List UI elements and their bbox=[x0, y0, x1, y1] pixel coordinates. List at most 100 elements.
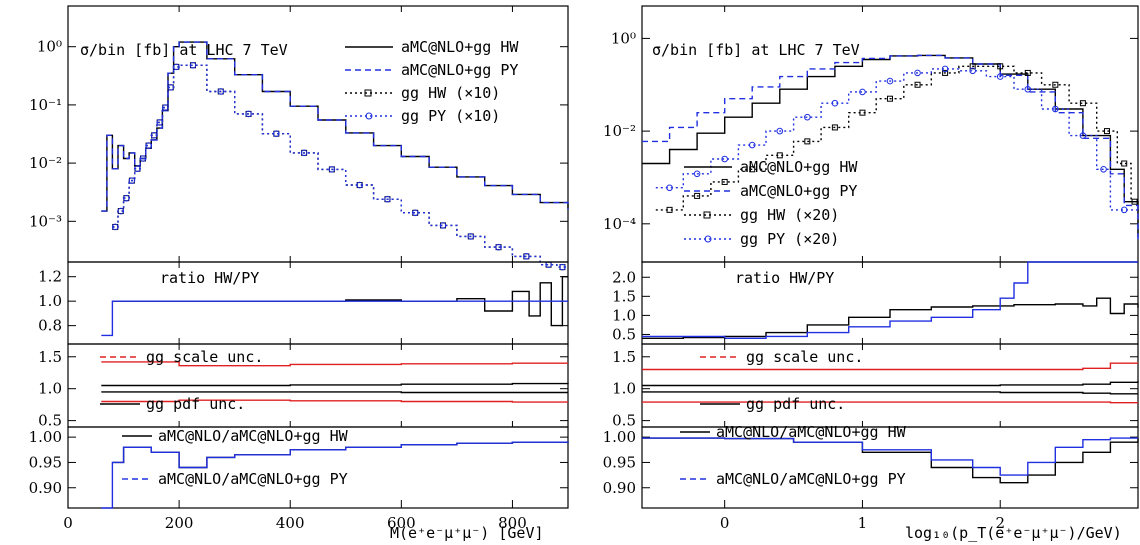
series-line bbox=[655, 68, 1138, 211]
data-point bbox=[776, 127, 784, 135]
panel-left-ratio: 0.8 1.0 1.2 bbox=[38, 261, 569, 345]
data-point bbox=[749, 166, 756, 173]
data-point bbox=[173, 63, 180, 71]
data-point bbox=[804, 138, 811, 145]
x-tick-label: 0 bbox=[720, 514, 730, 532]
y-tick-label: 1.0 bbox=[38, 380, 62, 398]
data-point bbox=[776, 152, 783, 159]
series-line bbox=[101, 41, 569, 212]
series-line bbox=[642, 391, 1138, 395]
data-point bbox=[831, 99, 839, 107]
data-point bbox=[161, 104, 169, 111]
series-line bbox=[101, 361, 568, 367]
panel-right-uncertainty: 0.5 1.0 1.5 bbox=[612, 343, 1139, 430]
legend-label: aMC@NLO+gg PY bbox=[740, 182, 857, 200]
data-point bbox=[1100, 165, 1107, 173]
y-tick-label: 1.2 bbox=[38, 268, 62, 286]
data-point bbox=[384, 195, 391, 203]
data-point bbox=[439, 222, 447, 229]
fraction-label-py: aMC@NLO/aMC@NLO+gg PY bbox=[158, 470, 348, 488]
chart-title: σ/bin [fb] at LHC 7 TeV bbox=[652, 41, 860, 59]
data-point bbox=[1120, 206, 1128, 214]
data-point bbox=[666, 206, 673, 213]
data-point bbox=[167, 84, 175, 91]
data-point bbox=[128, 177, 136, 184]
ratio-annotation: ratio HW/PY bbox=[735, 269, 834, 287]
data-point bbox=[748, 141, 756, 149]
series-line bbox=[642, 54, 1139, 243]
data-point bbox=[145, 142, 152, 149]
x-tick-label: 800 bbox=[498, 514, 527, 532]
legend-marker bbox=[703, 211, 711, 219]
series-line bbox=[101, 391, 568, 394]
y-tick-label: 0.90 bbox=[29, 479, 62, 497]
y-tick-label: 10⁰ bbox=[37, 38, 62, 56]
pdf-unc-label: gg pdf unc. bbox=[746, 395, 845, 413]
data-point bbox=[189, 61, 197, 69]
legend-label: aMC@NLO+gg HW bbox=[740, 158, 858, 176]
pdf-unc-label: gg pdf unc. bbox=[146, 395, 245, 413]
series-line bbox=[642, 381, 1139, 387]
data-point bbox=[886, 77, 894, 85]
data-point bbox=[859, 88, 866, 96]
panel-right-ratio: 0.51.01.52.0 bbox=[612, 261, 1139, 345]
data-point bbox=[1131, 198, 1138, 205]
data-point bbox=[997, 63, 1004, 70]
y-tick-label: 0.90 bbox=[603, 479, 636, 497]
data-point bbox=[217, 88, 225, 95]
data-point bbox=[721, 178, 728, 185]
data-point bbox=[887, 95, 893, 102]
data-point bbox=[134, 165, 141, 173]
y-tick-label: 10⁻¹ bbox=[29, 96, 62, 114]
series-line bbox=[642, 54, 1139, 238]
data-point bbox=[523, 253, 530, 260]
data-point bbox=[969, 63, 976, 70]
panel-right-fraction: 0.90 0.95 1.00 0 1 2 bbox=[603, 426, 1139, 532]
x-tick-label: 200 bbox=[165, 514, 194, 532]
panel-frame bbox=[67, 426, 569, 509]
y-tick-label: 10⁻³ bbox=[29, 212, 62, 230]
y-tick-label: 10⁻² bbox=[603, 122, 636, 140]
data-point bbox=[666, 184, 673, 192]
x-tick-label: 0 bbox=[63, 514, 73, 532]
data-point bbox=[1079, 100, 1086, 107]
series-line bbox=[112, 441, 569, 469]
legend-label: aMC@NLO+gg HW bbox=[401, 38, 519, 56]
data-point bbox=[245, 110, 252, 118]
y-tick-label: 0.5 bbox=[38, 412, 62, 430]
y-tick-label: 1.5 bbox=[612, 348, 636, 366]
data-point bbox=[941, 65, 949, 73]
fraction-label-py: aMC@NLO/aMC@NLO+gg PY bbox=[716, 470, 906, 488]
data-point bbox=[1052, 81, 1059, 88]
y-tick-label: 1.0 bbox=[38, 292, 62, 310]
data-point bbox=[1121, 160, 1128, 167]
x-tick-label: 600 bbox=[387, 514, 416, 532]
panel-frame bbox=[641, 426, 1139, 509]
data-point bbox=[356, 181, 363, 189]
x-axis-label: M(e⁺e⁻μ⁺μ⁻) [GeV] bbox=[390, 524, 544, 542]
data-point bbox=[123, 194, 130, 202]
series-line bbox=[642, 401, 1138, 404]
y-tick-label: 0.5 bbox=[612, 325, 636, 343]
y-tick-label: 10⁻² bbox=[29, 154, 62, 172]
x-tick-label: 2 bbox=[995, 514, 1005, 532]
scale-unc-label: gg scale unc. bbox=[146, 348, 263, 366]
series-line bbox=[101, 399, 568, 403]
panel-left-fraction: 0.90 0.95 1.00 0 200 400 600 800 bbox=[29, 426, 569, 532]
legend-label: gg PY (×10) bbox=[401, 107, 500, 125]
data-point bbox=[559, 263, 566, 271]
series-line bbox=[101, 300, 568, 337]
data-point bbox=[859, 109, 866, 116]
y-tick-label: 1.0 bbox=[612, 380, 636, 398]
legend-marker bbox=[704, 235, 712, 243]
series-line bbox=[655, 65, 1138, 211]
series-line bbox=[112, 64, 568, 268]
data-point bbox=[150, 132, 158, 139]
y-tick-label: 0.5 bbox=[612, 412, 636, 430]
legend-label: aMC@NLO+gg PY bbox=[401, 61, 518, 79]
data-point bbox=[804, 113, 811, 121]
legend-label: gg PY (×20) bbox=[740, 230, 839, 248]
scale-unc-label: gg scale unc. bbox=[746, 348, 863, 366]
y-tick-label: 1.5 bbox=[612, 287, 636, 305]
